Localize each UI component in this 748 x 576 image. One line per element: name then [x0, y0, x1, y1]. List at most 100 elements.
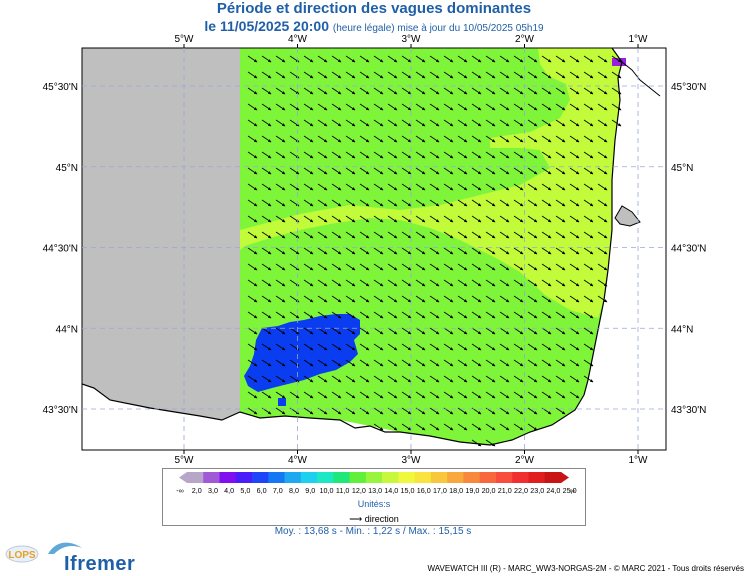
- direction-arrow-icon: [443, 423, 454, 431]
- coastline-spain: [82, 383, 585, 446]
- direction-arrow-icon: [415, 167, 426, 175]
- lon-label: 3°W: [402, 455, 422, 466]
- wave-map[interactable]: 5°W 5°W 4°W 4°W 3°W 3°W 2°W 2°W 1°W 1°W 45°30'N 45°…: [0, 0, 748, 470]
- lat-label: 45°N: [56, 163, 78, 174]
- direction-arrow-icon: [513, 391, 524, 399]
- colorbar-swatch: [495, 472, 513, 483]
- direction-arrow-icon: [499, 167, 510, 175]
- direction-arrow-icon: [359, 71, 370, 79]
- direction-arrow-icon: [303, 55, 314, 63]
- direction-arrow-icon: [583, 71, 594, 79]
- direction-arrow-icon: [485, 439, 496, 447]
- direction-arrow-icon: [261, 311, 272, 319]
- direction-arrow-icon: [359, 295, 370, 303]
- direction-arrow-icon: [597, 263, 608, 271]
- direction-arrow-icon: [499, 87, 510, 95]
- direction-arrow-icon: [527, 423, 538, 431]
- direction-arrow-icon: [303, 119, 314, 127]
- direction-arrow-icon: [261, 231, 272, 239]
- colorbar-label: 25,0: [563, 486, 577, 495]
- direction-arrow-icon: [583, 119, 594, 127]
- direction-arrow-icon: [583, 55, 594, 63]
- direction-arrow-icon: [457, 327, 468, 335]
- colorbar-label: 9,0: [305, 486, 315, 495]
- direction-arrow-icon: [443, 375, 454, 383]
- colorbar-swatch: [365, 472, 383, 483]
- direction-arrow-icon: [247, 55, 258, 63]
- direction-arrow-icon: [345, 199, 356, 207]
- direction-arrow-icon: [275, 87, 286, 95]
- direction-arrow-icon: [569, 103, 580, 111]
- direction-arrow-icon: [429, 135, 440, 143]
- direction-arrow-icon: [583, 231, 594, 239]
- colorbar-swatch: [187, 472, 204, 483]
- direction-arrow-icon: [471, 439, 482, 447]
- direction-arrow-icon: [275, 183, 286, 191]
- direction-arrow-icon: [401, 167, 412, 175]
- direction-arrow-icon: [345, 183, 356, 191]
- direction-arrow-icon: [471, 263, 482, 271]
- direction-arrow-icon: [527, 327, 538, 335]
- colorbar-swatch: [317, 472, 334, 483]
- direction-arrow-icon: [415, 199, 426, 207]
- direction-arrow-icon: [527, 135, 538, 143]
- direction-arrow-icon: [359, 183, 370, 191]
- direction-arrow-icon: [261, 135, 272, 143]
- direction-arrow-icon: [303, 215, 314, 223]
- direction-arrow-icon: [317, 247, 328, 255]
- colorbar-swatch: [479, 472, 497, 483]
- ifremer-logo-icon: [48, 542, 82, 554]
- direction-arrow-icon: [513, 167, 524, 175]
- direction-arrow-icon: [597, 87, 608, 95]
- direction-arrow-icon: [611, 55, 622, 63]
- direction-arrow-icon: [499, 311, 510, 319]
- direction-arrow-icon: [415, 71, 426, 79]
- direction-arrow-icon: [485, 119, 496, 127]
- direction-arrow-icon: [527, 87, 538, 95]
- direction-arrow-icon: [443, 343, 454, 351]
- direction-arrow-icon: [443, 199, 454, 207]
- direction-arrow-icon: [275, 199, 286, 207]
- direction-arrow-icon: [247, 199, 258, 207]
- direction-arrow-icon: [275, 215, 286, 223]
- direction-arrow-icon: [499, 55, 510, 63]
- direction-arrow-icon: [541, 391, 552, 399]
- direction-arrow-icon: [471, 215, 482, 223]
- direction-arrow-icon: [555, 87, 566, 95]
- direction-arrow-icon: [429, 295, 440, 303]
- direction-arrow-icon: [415, 135, 426, 143]
- direction-arrow-icon: [401, 215, 412, 223]
- direction-arrow-icon: [247, 231, 258, 239]
- direction-arrow-icon: [317, 151, 328, 159]
- direction-arrow-icon: [457, 247, 468, 255]
- direction-arrow-icon: [247, 71, 258, 79]
- direction-arrow-icon: [443, 71, 454, 79]
- direction-arrow-icon: [457, 391, 468, 399]
- direction-arrow-icon: [499, 263, 510, 271]
- svg-text:LOPS: LOPS: [8, 550, 36, 561]
- direction-arrow-icon: [597, 135, 608, 143]
- direction-arrow-icon: [387, 87, 398, 95]
- direction-arrow-icon: [401, 199, 412, 207]
- direction-arrow-icon: [555, 199, 566, 207]
- direction-arrow-icon: [387, 391, 398, 399]
- direction-arrow-icon: [527, 103, 538, 111]
- direction-arrow-icon: [471, 327, 482, 335]
- direction-arrow-icon: [555, 359, 566, 367]
- direction-arrow-icon: [415, 263, 426, 271]
- direction-arrow-icon: [345, 279, 356, 287]
- direction-arrow-icon: [247, 87, 258, 95]
- direction-arrow-icon: [331, 263, 342, 271]
- direction-arrow-icon: [513, 343, 524, 351]
- direction-arrow-icon: [261, 295, 272, 303]
- map-date-line: le 11/05/2025 20:00 (heure légale) mise …: [0, 18, 748, 34]
- direction-arrow-icon: [583, 247, 594, 255]
- direction-arrow-icon: [373, 71, 384, 79]
- direction-arrow-icon: [373, 343, 384, 351]
- direction-arrow-icon: [527, 311, 538, 319]
- direction-arrow-icon: [317, 167, 328, 175]
- direction-arrow-icon: [443, 263, 454, 271]
- direction-arrow-icon: [387, 375, 398, 383]
- colorbar-swatch: [300, 472, 318, 483]
- direction-arrow-icon: [513, 359, 524, 367]
